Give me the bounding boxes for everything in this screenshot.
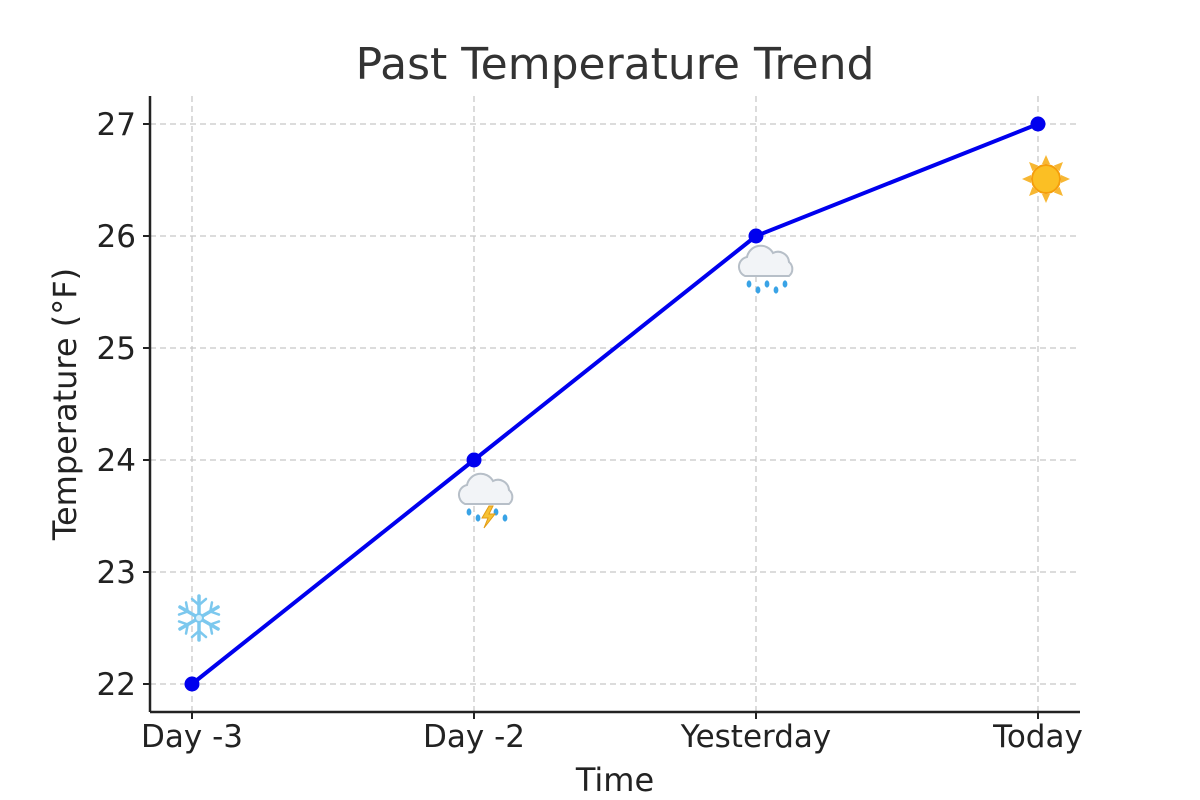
axes (148, 96, 1080, 714)
data-point (184, 676, 200, 692)
y-tick-label: 24 (97, 443, 136, 479)
series-group (184, 116, 1046, 692)
x-tick-label: Day -3 (141, 719, 243, 755)
weather-icons (177, 155, 1070, 642)
x-ticks: Day -3 Day -2 Yesterday Today (141, 712, 1083, 755)
data-point (466, 452, 482, 468)
series-line (190, 122, 1039, 686)
y-tick-label: 27 (97, 107, 136, 143)
y-ticks: 22 23 24 25 26 27 (97, 107, 150, 703)
chart-title: Past Temperature Trend (356, 39, 875, 90)
x-tick-label: Day -2 (423, 719, 525, 755)
y-tick-label: 22 (97, 667, 136, 703)
y-tick-label: 26 (97, 219, 136, 255)
x-tick-label: Yesterday (680, 719, 832, 755)
data-point (748, 228, 764, 244)
sun-icon (1022, 155, 1070, 203)
y-tick-label: 23 (97, 555, 136, 591)
x-tick-label: Today (992, 719, 1083, 755)
data-point (1030, 116, 1046, 132)
thunderstorm-rain-icon (457, 472, 514, 529)
x-axis-label: Time (575, 761, 654, 799)
y-axis-label: Temperature (°F) (46, 268, 84, 541)
rain-cloud-icon (737, 244, 794, 294)
y-tick-label: 25 (97, 331, 136, 367)
grid (150, 96, 1080, 712)
snowflake-icon (177, 594, 221, 642)
